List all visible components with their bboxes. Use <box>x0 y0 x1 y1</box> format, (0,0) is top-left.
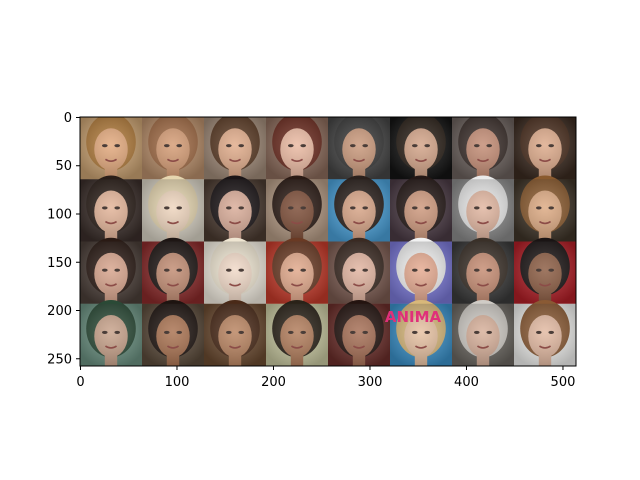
face-tile <box>80 117 143 181</box>
x-tick-label: 500 <box>551 375 576 390</box>
face-tile <box>266 237 329 305</box>
face-tile <box>328 117 391 181</box>
face-tile <box>80 300 143 366</box>
y-tick-label: 250 <box>47 352 72 367</box>
face-tile <box>390 300 453 366</box>
face-tile <box>328 300 391 366</box>
face-tile <box>514 117 576 181</box>
face-tile <box>328 237 391 305</box>
face-tile <box>142 117 205 181</box>
face-tile <box>452 117 515 181</box>
x-tick-label: 0 <box>76 375 84 390</box>
y-tick-label: 150 <box>47 256 72 271</box>
face-tile <box>204 237 267 305</box>
face-tile <box>452 237 515 305</box>
face-tile <box>204 117 267 181</box>
face-image-grid <box>80 117 576 366</box>
x-tick-label: 100 <box>165 375 190 390</box>
face-tile <box>204 300 267 366</box>
face-tile <box>390 175 453 243</box>
y-tick-label: 100 <box>47 207 72 222</box>
face-tile <box>514 237 576 305</box>
x-tick-label: 200 <box>261 375 286 390</box>
x-tick-label: 300 <box>358 375 383 390</box>
y-tick-label: 0 <box>64 111 72 126</box>
face-tile <box>328 175 391 243</box>
magazine-cover-text: ANIMA <box>385 308 442 326</box>
face-tile <box>142 300 205 366</box>
face-tile <box>514 300 576 366</box>
y-axis: 0 50 100 150 200 250 <box>47 111 80 367</box>
face-tile <box>390 237 453 305</box>
axes-frame <box>79 116 577 367</box>
face-tile <box>514 175 576 243</box>
face-tile <box>142 175 205 243</box>
face-tile <box>204 175 267 243</box>
face-tile <box>266 117 329 181</box>
x-axis: 0 100 200 300 400 500 <box>76 366 575 390</box>
y-tick-label: 50 <box>55 159 72 174</box>
face-tile <box>390 117 453 181</box>
y-tick-label: 200 <box>47 304 72 319</box>
x-tick-label: 400 <box>454 375 479 390</box>
face-tile <box>266 300 329 366</box>
face-tile <box>80 175 143 243</box>
face-tile <box>452 300 515 366</box>
face-tile <box>452 175 515 243</box>
face-tile <box>266 175 329 243</box>
face-tile <box>80 237 143 305</box>
face-tile <box>142 237 205 305</box>
